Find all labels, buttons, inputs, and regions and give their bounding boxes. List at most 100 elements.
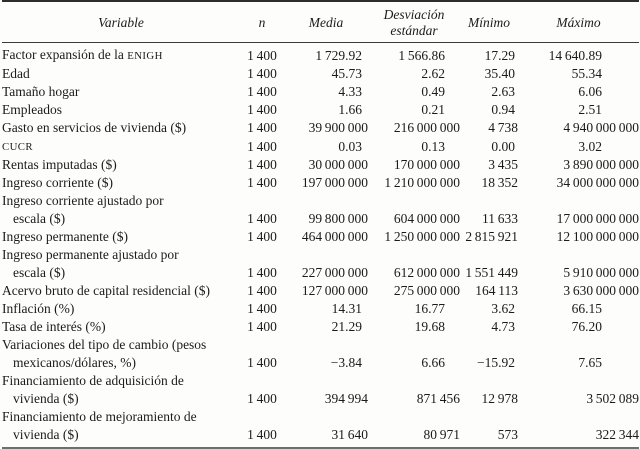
variable-label: Inflación (%): [2, 300, 240, 318]
variable-label-text: Ingreso corriente ($): [2, 175, 113, 190]
max-cell: 2.51: [578, 102, 602, 117]
variable-cell: Ingreso corriente ($): [2, 174, 240, 192]
n-cell: 1 400: [247, 66, 277, 81]
variable-cell: Rentas imputadas ($): [2, 156, 240, 174]
variable-label: CUCR: [2, 137, 240, 156]
column-header-desv: Desviación estándar: [368, 1, 460, 43]
variable-label: Factor expansión de la ENIGH: [2, 46, 240, 65]
variable-label-smallcaps: CUCR: [2, 141, 34, 153]
variable-label-text: Rentas imputadas ($): [2, 157, 117, 172]
min-cell: 11 633: [482, 211, 518, 226]
media-cell: 4.33: [338, 84, 362, 99]
variable-label-text: Tamaño hogar: [2, 84, 80, 99]
media-cell: 21.29: [331, 319, 362, 334]
variable-label-text: Ingreso permanente ajustado por: [2, 247, 179, 262]
variable-label: Ingreso corriente ($): [2, 174, 240, 192]
max-cell: 55.34: [571, 66, 602, 81]
variable-label-line2: escala ($): [13, 211, 66, 226]
min-cell: 12 978: [481, 391, 518, 406]
table-row: Tasa de interés (%) 1 400 21.29 19.68 4.73 76…: [2, 318, 639, 336]
desv-cell: 216 000 000: [393, 120, 460, 135]
media-cell: 394 994: [324, 391, 368, 406]
max-cell: 14 640.89: [548, 48, 602, 63]
n-cell: 1 400: [247, 84, 277, 99]
min-cell: 4.73: [491, 319, 515, 334]
table-row: Edad 1 400 45.73 2.62 35.40 55.34: [2, 65, 639, 83]
media-cell: 464 000 000: [301, 229, 368, 244]
max-cell: 322 344: [595, 427, 639, 442]
max-cell: 3 630 000 000: [563, 283, 639, 298]
media-cell: 1.66: [338, 102, 362, 117]
n-cell: 1 400: [247, 265, 277, 280]
max-cell: 3.02: [578, 139, 602, 154]
variable-label-text: Financiamiento de adquisición de: [2, 373, 184, 388]
table-row: Ingreso corriente ($) 1 400 197 000 000 1 2…: [2, 174, 639, 192]
desv-cell: 0.21: [421, 102, 445, 117]
desv-cell: 871 456: [416, 391, 460, 406]
variable-label-text: Ingreso corriente ajustado por: [2, 193, 164, 208]
desv-cell: 80 971: [423, 427, 460, 442]
variable-label-text: Gasto en servicios de vivienda ($): [2, 120, 187, 135]
n-cell: 1 400: [247, 355, 277, 370]
max-cell: 6.06: [578, 84, 602, 99]
n-cell: 1 400: [247, 427, 277, 442]
desv-cell: 2.62: [421, 66, 445, 81]
variable-label: Acervo bruto de capital residencial ($): [2, 282, 240, 300]
desv-cell: 16.77: [414, 301, 445, 316]
media-cell: 197 000 000: [301, 175, 368, 190]
table-row: Acervo bruto de capital residencial ($) 1…: [2, 282, 639, 300]
variable-label: Rentas imputadas ($): [2, 156, 240, 174]
media-cell: 39 900 000: [308, 120, 368, 135]
variable-label: Tasa de interés (%): [2, 318, 240, 336]
n-cell: 1 400: [247, 283, 277, 298]
max-cell: 5 910 000 000: [563, 265, 639, 280]
variable-cell: Factor expansión de la ENIGH: [2, 43, 240, 66]
media-cell: 227 000 000: [301, 265, 368, 280]
variable-label: Empleados: [2, 101, 240, 119]
variable-label-text: Tasa de interés (%): [2, 319, 106, 334]
variable-label-text: Inflación (%): [2, 301, 75, 316]
n-cell: 1 400: [247, 175, 277, 190]
desv-cell: 604 000 000: [393, 211, 460, 226]
variable-label-text: Ingreso permanente ($): [2, 229, 128, 244]
variable-label-text: Financiamiento de mejoramiento de: [2, 409, 197, 424]
table-header-row: Variable n Media Desviación estándar Mínimo M…: [2, 1, 639, 43]
min-cell: 1 551 449: [465, 265, 518, 280]
variable-cell: Financiamiento de adquisición de vivienda…: [2, 372, 240, 408]
desv-cell: 1 210 000 000: [384, 175, 460, 190]
variable-cell: Empleados: [2, 101, 240, 119]
min-cell: 0.00: [491, 139, 515, 154]
n-cell: 1 400: [247, 48, 277, 63]
min-cell: 3 435: [488, 157, 518, 172]
n-cell: 1 400: [247, 391, 277, 406]
n-cell: 1 400: [247, 211, 277, 226]
variable-label: Financiamiento de mejoramiento de: [2, 408, 240, 426]
variable-cell: Inflación (%): [2, 300, 240, 318]
min-cell: 2.63: [491, 84, 515, 99]
media-cell: 0.03: [338, 139, 362, 154]
max-cell: 7.65: [578, 355, 602, 370]
table-row: Variaciones del tipo de cambio (pesos mex…: [2, 336, 639, 372]
variable-label-line2: vivienda ($): [13, 391, 79, 406]
desv-cell: 19.68: [414, 319, 445, 334]
column-header-n: n: [240, 1, 284, 43]
variable-cell: Variaciones del tipo de cambio (pesos mex…: [2, 336, 240, 372]
table-row: Financiamiento de adquisición de vivienda…: [2, 372, 639, 408]
media-cell: 31 640: [331, 427, 368, 442]
variable-label: Ingreso corriente ajustado por: [2, 192, 240, 210]
max-cell: 76.20: [571, 319, 602, 334]
n-cell: 1 400: [247, 157, 277, 172]
variable-cell: Tamaño hogar: [2, 83, 240, 101]
media-cell: 45.73: [331, 66, 362, 81]
desv-cell: 170 000 000: [393, 157, 460, 172]
table-row: Ingreso permanente ($) 1 400 464 000 000 1 …: [2, 228, 639, 246]
variable-label-text: Edad: [2, 66, 30, 81]
min-cell: 17.29: [484, 48, 515, 63]
table-row: Inflación (%) 1 400 14.31 16.77 3.62 66.15: [2, 300, 639, 318]
variable-cell: Ingreso permanente ($): [2, 228, 240, 246]
column-header-variable: Variable: [2, 1, 240, 43]
min-cell: 573: [497, 427, 518, 442]
n-cell: 1 400: [247, 102, 277, 117]
